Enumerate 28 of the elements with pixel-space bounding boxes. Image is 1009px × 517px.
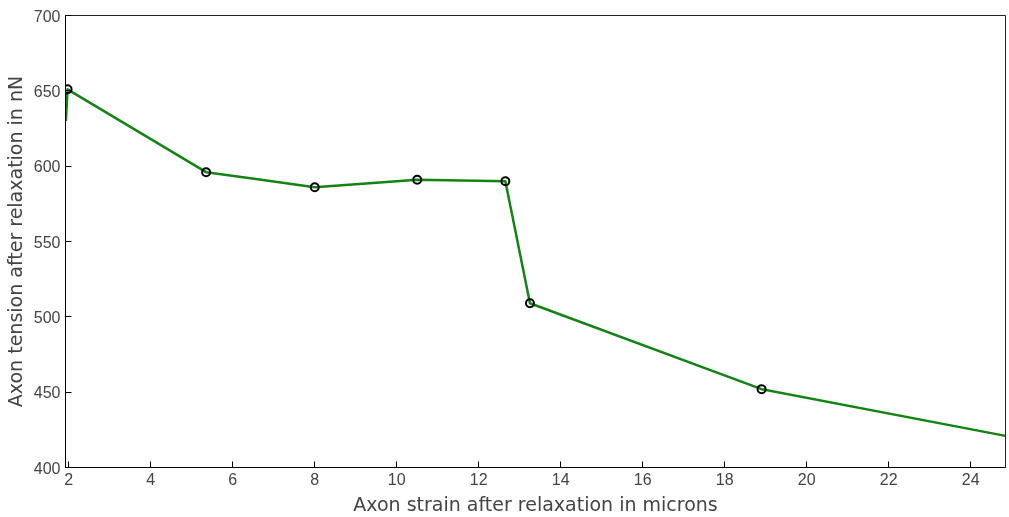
line-series <box>65 88 1006 438</box>
point <box>309 182 320 193</box>
x-tick-label: 10 <box>387 470 406 488</box>
x-tick-label: 18 <box>715 470 734 488</box>
y-tick-label: 450 <box>33 384 61 402</box>
x-axis-title: Axon strain after relaxation in microns <box>353 492 718 515</box>
x-tick-label: 8 <box>310 470 320 488</box>
point <box>756 384 767 395</box>
y-tick-label: 400 <box>33 459 61 477</box>
x-tick-label: 6 <box>228 470 238 488</box>
y-tick-label: 600 <box>33 158 61 176</box>
y-tick-label: 550 <box>33 233 61 251</box>
x-tick-label: 24 <box>961 470 980 488</box>
point <box>412 174 423 185</box>
x-tick-label: 2 <box>64 470 74 488</box>
x-tick-label: 22 <box>879 470 898 488</box>
x-tick-label: 4 <box>146 470 156 488</box>
point <box>201 167 212 178</box>
point <box>524 298 535 309</box>
y-tick-label: 650 <box>33 82 61 100</box>
x-tick-label: 12 <box>469 470 488 488</box>
x-tick-label: 16 <box>633 470 652 488</box>
y-tick-label: 500 <box>33 308 61 326</box>
x-tick-label: 20 <box>797 470 816 488</box>
point <box>500 176 511 187</box>
y-axis-title: Axon tension after relaxation in nN <box>3 75 26 408</box>
x-tick-label: 14 <box>551 470 570 488</box>
y-tick-label: 700 <box>33 7 61 25</box>
